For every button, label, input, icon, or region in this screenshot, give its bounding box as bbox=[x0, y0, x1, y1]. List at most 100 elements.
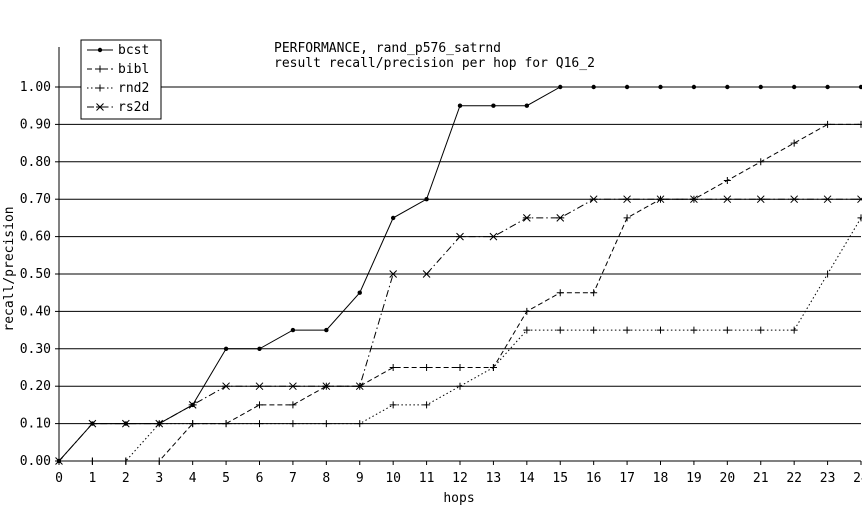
data-point-rs2d bbox=[456, 233, 464, 240]
data-point-rnd2 bbox=[457, 383, 464, 390]
data-point-bcst bbox=[324, 328, 328, 332]
data-point-bcst bbox=[358, 291, 362, 295]
x-tick-label: 6 bbox=[256, 471, 264, 486]
data-point-bcst bbox=[558, 85, 562, 89]
data-point-rnd2 bbox=[423, 401, 430, 408]
chart-subtitle: result recall/precision per hop for Q16_… bbox=[274, 56, 595, 71]
series-rnd2 bbox=[56, 214, 862, 464]
data-point-bibl bbox=[590, 289, 597, 296]
data-point-bcst bbox=[692, 85, 696, 89]
grid-lines bbox=[59, 87, 861, 461]
data-point-rs2d bbox=[489, 233, 497, 240]
legend-label-rs2d: rs2d bbox=[118, 100, 149, 115]
data-point-rs2d bbox=[256, 383, 264, 390]
data-point-bibl bbox=[390, 364, 397, 371]
data-point-bcst bbox=[257, 347, 261, 351]
data-point-rnd2 bbox=[289, 420, 296, 427]
data-point-bcst bbox=[291, 328, 295, 332]
data-point-rnd2 bbox=[757, 327, 764, 334]
x-tick-label: 24 bbox=[853, 471, 862, 486]
data-point-bibl bbox=[557, 289, 564, 296]
data-point-rs2d bbox=[723, 196, 731, 203]
data-point-bibl bbox=[824, 121, 831, 128]
x-tick-label: 11 bbox=[419, 471, 435, 486]
data-point-rnd2 bbox=[390, 401, 397, 408]
data-point-rs2d bbox=[556, 214, 564, 221]
legend-marker-bcst bbox=[98, 48, 102, 52]
series-rs2d bbox=[55, 196, 862, 465]
series-line-rnd2 bbox=[59, 218, 861, 461]
data-point-bcst bbox=[759, 85, 763, 89]
data-point-rnd2 bbox=[89, 458, 96, 465]
data-point-bibl bbox=[256, 401, 263, 408]
x-tick-label: 4 bbox=[189, 471, 197, 486]
data-point-rs2d bbox=[423, 271, 431, 278]
data-point-bcst bbox=[792, 85, 796, 89]
data-point-rnd2 bbox=[657, 327, 664, 334]
x-tick-label: 16 bbox=[586, 471, 602, 486]
series-line-rs2d bbox=[59, 199, 861, 461]
x-tick-label: 20 bbox=[720, 471, 736, 486]
x-tick-label: 8 bbox=[322, 471, 330, 486]
y-tick-label: 0.60 bbox=[20, 230, 51, 245]
data-point-bibl bbox=[791, 140, 798, 147]
data-point-rnd2 bbox=[624, 327, 631, 334]
data-point-bcst bbox=[725, 85, 729, 89]
data-point-bcst bbox=[525, 104, 529, 108]
data-point-rnd2 bbox=[356, 420, 363, 427]
data-point-rnd2 bbox=[724, 327, 731, 334]
x-tick-label: 19 bbox=[686, 471, 702, 486]
x-tick-label: 18 bbox=[653, 471, 669, 486]
data-point-rs2d bbox=[824, 196, 832, 203]
x-tick-label: 12 bbox=[452, 471, 468, 486]
data-point-bibl bbox=[523, 308, 530, 315]
data-point-bcst bbox=[658, 85, 662, 89]
data-point-rnd2 bbox=[557, 327, 564, 334]
data-point-bcst bbox=[424, 197, 428, 201]
y-tick-label: 0.50 bbox=[20, 267, 51, 282]
data-point-rs2d bbox=[623, 196, 631, 203]
data-point-rs2d bbox=[222, 383, 230, 390]
axes bbox=[55, 47, 861, 465]
x-tick-label: 23 bbox=[820, 471, 836, 486]
data-point-rs2d bbox=[523, 214, 531, 221]
data-point-bcst bbox=[591, 85, 595, 89]
y-tick-label: 0.70 bbox=[20, 192, 51, 207]
data-point-bibl bbox=[423, 364, 430, 371]
x-tick-label: 13 bbox=[486, 471, 502, 486]
data-point-bcst bbox=[391, 216, 395, 220]
data-point-rs2d bbox=[857, 196, 862, 203]
data-point-bcst bbox=[825, 85, 829, 89]
data-point-bibl bbox=[624, 214, 631, 221]
data-point-rs2d bbox=[189, 401, 197, 408]
data-point-rs2d bbox=[389, 271, 397, 278]
data-point-rs2d bbox=[289, 383, 297, 390]
legend-label-rnd2: rnd2 bbox=[118, 81, 149, 96]
legend-label-bcst: bcst bbox=[118, 43, 149, 58]
data-point-rnd2 bbox=[858, 214, 862, 221]
x-tick-label: 5 bbox=[222, 471, 230, 486]
y-tick-label: 0.10 bbox=[20, 417, 51, 432]
data-point-rnd2 bbox=[590, 327, 597, 334]
data-point-bcst bbox=[224, 347, 228, 351]
x-tick-label: 10 bbox=[385, 471, 401, 486]
data-point-rnd2 bbox=[791, 327, 798, 334]
series-lines bbox=[55, 85, 862, 465]
data-point-bibl bbox=[858, 121, 862, 128]
data-point-bibl bbox=[289, 401, 296, 408]
data-point-bibl bbox=[724, 177, 731, 184]
data-point-rs2d bbox=[757, 196, 765, 203]
data-point-bibl bbox=[457, 364, 464, 371]
y-tick-label: 1.00 bbox=[20, 80, 51, 95]
legend-label-bibl: bibl bbox=[118, 62, 149, 77]
data-point-rnd2 bbox=[824, 271, 831, 278]
x-tick-label: 22 bbox=[786, 471, 802, 486]
x-tick-label: 0 bbox=[55, 471, 63, 486]
x-tick-label: 14 bbox=[519, 471, 535, 486]
data-point-rs2d bbox=[88, 420, 96, 427]
y-tick-label: 0.00 bbox=[20, 454, 51, 469]
series-line-bibl bbox=[59, 124, 861, 461]
y-tick-label: 0.30 bbox=[20, 342, 51, 357]
